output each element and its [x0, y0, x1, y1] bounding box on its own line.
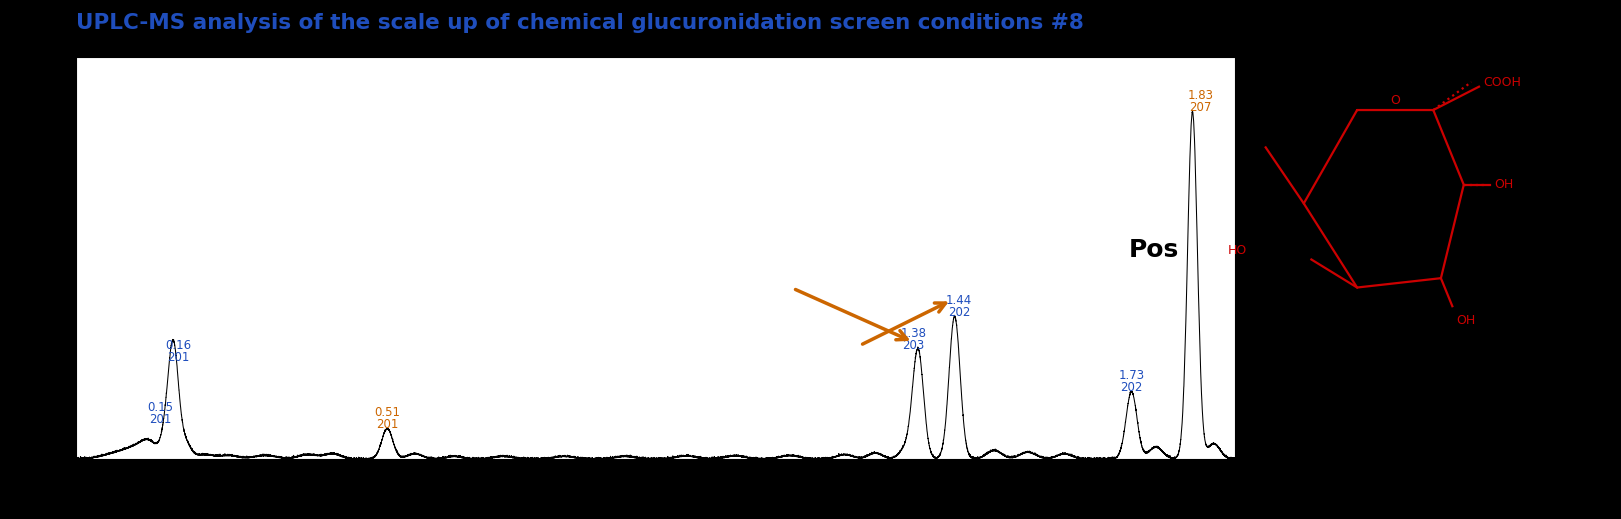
Text: 1.73: 1.73: [1118, 369, 1144, 382]
Text: 203: 203: [903, 339, 926, 352]
Text: HO: HO: [1227, 243, 1247, 257]
Text: 201: 201: [376, 418, 399, 431]
Text: 1.44: 1.44: [945, 294, 973, 307]
Text: UPLC-MS analysis of the scale up of chemical glucuronidation screen conditions #: UPLC-MS analysis of the scale up of chem…: [76, 13, 1084, 33]
Text: COOH: COOH: [1483, 75, 1520, 89]
Text: O: O: [1391, 94, 1401, 107]
Text: 202: 202: [948, 306, 969, 319]
Y-axis label: AU: AU: [0, 249, 8, 268]
Text: 201: 201: [149, 413, 172, 426]
Text: 0.16: 0.16: [165, 339, 191, 352]
Text: OH: OH: [1495, 178, 1514, 192]
Text: 0.51: 0.51: [374, 406, 400, 419]
Text: 0.15: 0.15: [148, 401, 173, 414]
Text: Pos: Pos: [1128, 238, 1178, 262]
Text: 1.83: 1.83: [1188, 89, 1214, 102]
Text: OH: OH: [1456, 313, 1475, 327]
Text: 207: 207: [1190, 101, 1211, 114]
Text: 201: 201: [167, 351, 190, 364]
Text: 1.38: 1.38: [901, 327, 927, 340]
Text: 202: 202: [1120, 381, 1143, 394]
